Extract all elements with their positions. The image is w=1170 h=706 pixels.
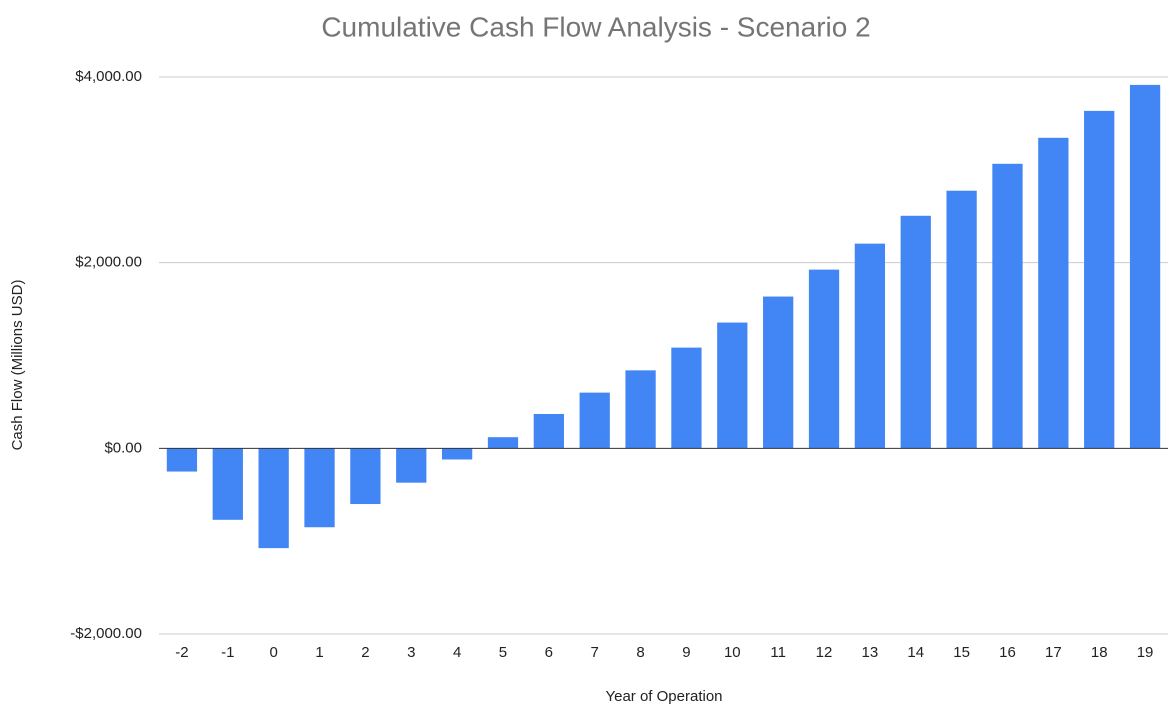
bar	[304, 448, 335, 528]
x-tick-label: 16	[999, 644, 1016, 661]
x-tick-label: 13	[862, 644, 879, 661]
x-tick-label: 18	[1091, 644, 1108, 661]
bar	[1038, 137, 1069, 449]
bar	[350, 448, 381, 505]
bar	[717, 322, 748, 449]
bar	[212, 448, 243, 520]
x-tick-label: 12	[816, 644, 833, 661]
x-tick-label: 10	[724, 644, 741, 661]
x-tick-label: 3	[407, 644, 415, 661]
x-tick-label: -1	[221, 644, 234, 661]
x-tick-label: 19	[1137, 644, 1154, 661]
bar	[808, 269, 840, 449]
x-tick-label: 9	[682, 644, 690, 661]
x-tick-label: 17	[1045, 644, 1062, 661]
y-tick-label: $4,000.00	[75, 68, 142, 85]
x-axis-title: Year of Operation	[605, 688, 722, 705]
bar	[992, 163, 1023, 449]
bar	[900, 215, 931, 449]
bar	[854, 243, 886, 449]
x-tick-label: 1	[315, 644, 323, 661]
x-tick-label: 15	[953, 644, 970, 661]
bar	[946, 190, 977, 449]
x-tick-label: 5	[499, 644, 507, 661]
x-tick-label: -2	[175, 644, 188, 661]
bar	[671, 347, 702, 449]
x-tick-label: 14	[907, 644, 924, 661]
bar	[579, 392, 610, 449]
x-tick-label: 2	[361, 644, 369, 661]
x-tick-label: 8	[636, 644, 644, 661]
bar	[487, 437, 519, 449]
x-tick-label: 6	[545, 644, 553, 661]
bar	[763, 296, 794, 449]
y-tick-label: -$2,000.00	[70, 625, 142, 642]
x-tick-label: 7	[591, 644, 599, 661]
x-tick-label: 11	[770, 644, 786, 661]
bar	[166, 448, 198, 472]
bar	[533, 413, 564, 449]
bar	[1129, 84, 1161, 449]
x-tick-label: 0	[269, 644, 277, 661]
bar	[1084, 110, 1115, 449]
bar	[396, 448, 427, 483]
y-axis-title: Cash Flow (Millions USD)	[9, 280, 26, 451]
bar	[441, 448, 473, 460]
bar	[258, 448, 289, 549]
bar	[625, 370, 656, 449]
y-tick-label: $0.00	[104, 439, 142, 456]
x-tick-label: 4	[453, 644, 461, 661]
y-tick-label: $2,000.00	[75, 254, 142, 271]
chart-title: Cumulative Cash Flow Analysis - Scenario…	[321, 11, 870, 42]
